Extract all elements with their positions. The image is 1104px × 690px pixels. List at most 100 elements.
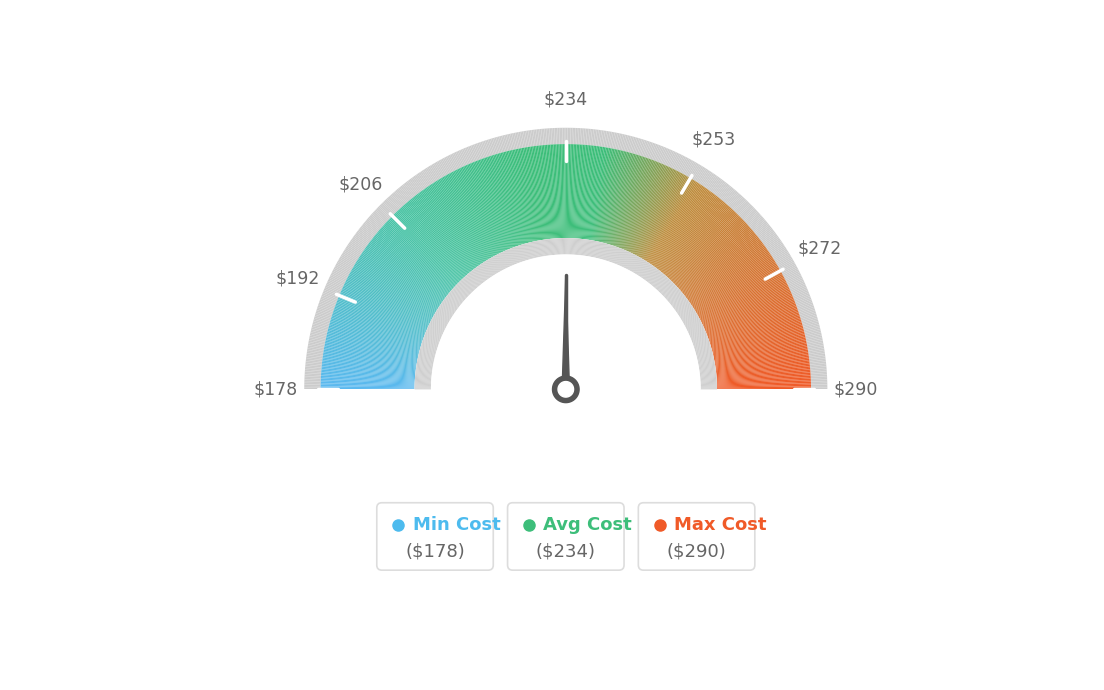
Polygon shape [656, 277, 667, 289]
Polygon shape [551, 144, 558, 239]
Polygon shape [543, 128, 545, 145]
Polygon shape [455, 170, 498, 255]
Polygon shape [709, 310, 798, 342]
Polygon shape [487, 139, 493, 156]
Polygon shape [323, 290, 339, 297]
Polygon shape [347, 278, 431, 322]
Polygon shape [692, 337, 708, 344]
Polygon shape [703, 288, 789, 328]
Polygon shape [423, 339, 438, 345]
Polygon shape [641, 177, 689, 259]
Polygon shape [541, 145, 552, 239]
Polygon shape [333, 268, 349, 277]
Polygon shape [561, 144, 564, 238]
Polygon shape [688, 326, 703, 333]
Polygon shape [555, 239, 558, 255]
Polygon shape [722, 188, 734, 201]
Polygon shape [713, 181, 725, 195]
Polygon shape [399, 208, 464, 279]
Polygon shape [645, 180, 694, 261]
Polygon shape [401, 186, 412, 199]
Text: $253: $253 [691, 130, 735, 148]
Polygon shape [474, 161, 510, 249]
Polygon shape [406, 202, 468, 275]
Polygon shape [668, 208, 733, 279]
Polygon shape [339, 296, 426, 333]
Polygon shape [424, 335, 439, 342]
Polygon shape [724, 190, 736, 204]
Polygon shape [380, 228, 452, 290]
Polygon shape [592, 241, 596, 257]
Polygon shape [551, 239, 553, 255]
Polygon shape [305, 370, 321, 373]
Polygon shape [713, 335, 805, 356]
Polygon shape [803, 321, 819, 327]
Polygon shape [787, 277, 803, 285]
Polygon shape [680, 309, 694, 319]
Polygon shape [491, 257, 500, 272]
Polygon shape [486, 261, 495, 275]
Polygon shape [533, 241, 538, 257]
Polygon shape [586, 146, 601, 239]
Polygon shape [651, 188, 707, 266]
Polygon shape [696, 348, 712, 353]
Polygon shape [796, 297, 811, 305]
Polygon shape [322, 291, 339, 299]
Polygon shape [368, 244, 444, 300]
Polygon shape [790, 284, 806, 292]
Polygon shape [397, 188, 410, 201]
Polygon shape [438, 179, 488, 260]
Polygon shape [714, 339, 806, 359]
Polygon shape [305, 366, 321, 369]
Polygon shape [447, 295, 460, 305]
Polygon shape [809, 363, 826, 366]
Polygon shape [644, 266, 654, 279]
Polygon shape [318, 306, 333, 312]
Polygon shape [524, 244, 530, 259]
Polygon shape [325, 346, 417, 364]
Polygon shape [575, 145, 583, 239]
Polygon shape [716, 379, 810, 384]
Polygon shape [655, 146, 662, 161]
Polygon shape [684, 317, 699, 326]
Polygon shape [678, 225, 749, 288]
Polygon shape [696, 168, 705, 182]
Polygon shape [591, 241, 594, 257]
Polygon shape [619, 250, 627, 266]
Polygon shape [716, 183, 728, 197]
Polygon shape [799, 310, 816, 317]
Polygon shape [474, 269, 484, 283]
Polygon shape [360, 226, 374, 238]
Polygon shape [420, 350, 436, 355]
Polygon shape [784, 269, 799, 278]
Polygon shape [393, 192, 405, 206]
Polygon shape [573, 144, 580, 238]
Polygon shape [422, 343, 437, 348]
Polygon shape [517, 246, 522, 262]
Polygon shape [305, 388, 320, 389]
Polygon shape [338, 260, 352, 270]
Polygon shape [499, 253, 507, 268]
Polygon shape [622, 161, 658, 249]
Polygon shape [418, 193, 476, 268]
Polygon shape [591, 148, 607, 240]
Polygon shape [576, 128, 578, 144]
Polygon shape [597, 149, 618, 241]
Polygon shape [697, 267, 779, 315]
Polygon shape [810, 370, 827, 373]
Polygon shape [713, 336, 806, 357]
Polygon shape [689, 328, 704, 335]
Polygon shape [373, 237, 447, 296]
Polygon shape [617, 249, 624, 265]
Polygon shape [416, 194, 475, 269]
Polygon shape [692, 338, 709, 344]
Polygon shape [700, 369, 715, 373]
Polygon shape [369, 217, 382, 228]
Polygon shape [623, 135, 628, 151]
Polygon shape [471, 270, 482, 284]
Polygon shape [594, 241, 598, 257]
Polygon shape [534, 130, 538, 146]
Polygon shape [528, 147, 543, 240]
Polygon shape [545, 145, 554, 239]
Polygon shape [618, 159, 651, 248]
